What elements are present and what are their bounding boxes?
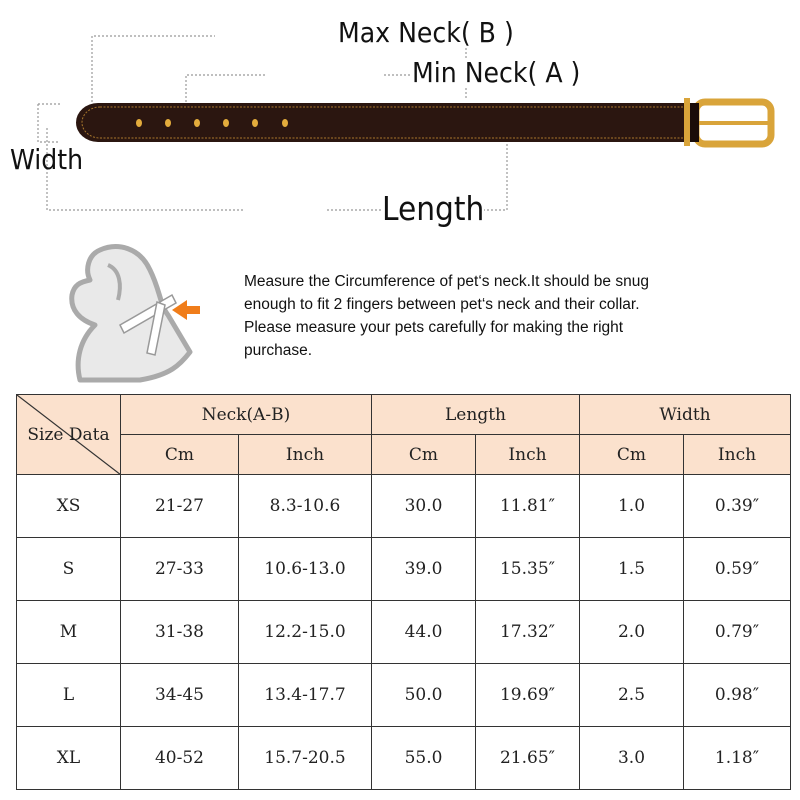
collar — [76, 98, 775, 148]
group-header-length: Length — [371, 394, 580, 435]
corner-label: Size Data — [27, 424, 110, 445]
dog-neck-illustration — [69, 244, 200, 383]
table-row: XS 21-27 8.3-10.6 30.0 11.81″ 1.0 0.39″ — [16, 474, 791, 538]
size-cell: XL — [16, 726, 121, 790]
corner-header: Size Data — [16, 394, 121, 475]
collar-strap — [76, 103, 690, 142]
width-label: Width — [10, 143, 84, 176]
unit-header: Inch — [475, 434, 580, 475]
table-row: M 31-38 12.2-15.0 44.0 17.32″ 2.0 0.79″ — [16, 600, 791, 664]
collar-holes — [136, 119, 288, 127]
value-cell: 15.7-20.5 — [238, 726, 372, 790]
value-cell: 19.69″ — [475, 663, 580, 727]
value-cell: 1.0 — [579, 474, 684, 538]
size-table: Size Data Neck(A-B) Length Width Cm Inch… — [16, 394, 791, 790]
value-cell: 50.0 — [371, 663, 476, 727]
value-cell: 0.59″ — [683, 537, 791, 601]
value-cell: 2.5 — [579, 663, 684, 727]
value-cell: 55.0 — [371, 726, 476, 790]
value-cell: 44.0 — [371, 600, 476, 664]
value-cell: 27-33 — [120, 537, 239, 601]
value-cell: 39.0 — [371, 537, 476, 601]
unit-header: Inch — [683, 434, 791, 475]
table-row: S 27-33 10.6-13.0 39.0 15.35″ 1.5 0.59″ — [16, 537, 791, 601]
value-cell: 0.79″ — [683, 600, 791, 664]
value-cell: 1.5 — [579, 537, 684, 601]
value-cell: 31-38 — [120, 600, 239, 664]
table-row: L 34-45 13.4-17.7 50.0 19.69″ 2.5 0.98″ — [16, 663, 791, 727]
value-cell: 0.98″ — [683, 663, 791, 727]
min-neck-label: Min Neck( A ) — [412, 56, 581, 89]
value-cell: 30.0 — [371, 474, 476, 538]
value-cell: 12.2-15.0 — [238, 600, 372, 664]
instruction-line: purchase. — [244, 342, 313, 359]
value-cell: 21-27 — [120, 474, 239, 538]
unit-header: Cm — [371, 434, 476, 475]
value-cell: 15.35″ — [475, 537, 580, 601]
length-guide — [46, 128, 243, 211]
value-cell: 17.32″ — [475, 600, 580, 664]
value-cell: 2.0 — [579, 600, 684, 664]
unit-header: Cm — [120, 434, 239, 475]
group-header-neck: Neck(A-B) — [120, 394, 372, 435]
length-label: Length — [382, 189, 485, 228]
value-cell: 8.3-10.6 — [238, 474, 372, 538]
value-cell: 34-45 — [120, 663, 239, 727]
size-cell: XS — [16, 474, 121, 538]
size-cell: L — [16, 663, 121, 727]
unit-header: Inch — [238, 434, 372, 475]
value-cell: 11.81″ — [475, 474, 580, 538]
value-cell: 3.0 — [579, 726, 684, 790]
max-neck-guide — [91, 35, 215, 106]
width-guide — [37, 104, 60, 143]
arrow-icon — [172, 300, 200, 320]
unit-header: Cm — [579, 434, 684, 475]
value-cell: 40-52 — [120, 726, 239, 790]
table-row: XL 40-52 15.7-20.5 55.0 21.65″ 3.0 1.18″ — [16, 726, 791, 790]
value-cell: 0.39″ — [683, 474, 791, 538]
value-cell: 1.18″ — [683, 726, 791, 790]
instruction-line: Measure the Circumference of pet‘s neck.… — [244, 273, 649, 290]
measure-instructions: Measure the Circumference of pet‘s neck.… — [244, 270, 764, 362]
value-cell: 13.4-17.7 — [238, 663, 372, 727]
size-cell: M — [16, 600, 121, 664]
value-cell: 10.6-13.0 — [238, 537, 372, 601]
max-neck-label: Max Neck( B ) — [338, 16, 514, 49]
group-header-width: Width — [579, 394, 791, 435]
instruction-line: Please measure your pets carefully for m… — [244, 319, 624, 336]
size-cell: S — [16, 537, 121, 601]
instruction-line: enough to fit 2 fingers between pet‘s ne… — [244, 296, 640, 313]
value-cell: 21.65″ — [475, 726, 580, 790]
